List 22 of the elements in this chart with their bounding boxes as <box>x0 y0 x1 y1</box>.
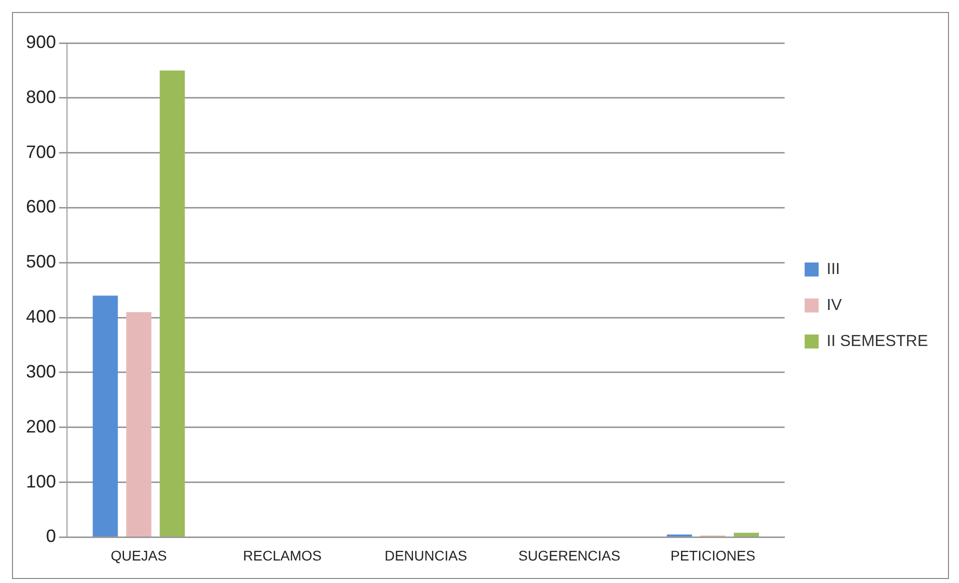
y-tick-label: 200 <box>26 416 56 436</box>
bar <box>734 532 759 536</box>
bar <box>92 296 118 536</box>
y-tick-label: 100 <box>26 471 56 492</box>
y-tick-label: 500 <box>26 252 56 272</box>
legend-label: II SEMESTRE <box>826 332 928 350</box>
y-tick-label: 900 <box>26 32 56 52</box>
y-tick-label: 700 <box>26 142 56 162</box>
y-tick-label: 400 <box>26 306 56 327</box>
y-tick-label: 600 <box>26 196 56 217</box>
bar <box>160 70 185 536</box>
x-tick-label: PETICIONES <box>670 547 756 564</box>
legend-label: III <box>826 260 840 278</box>
x-tick-label: QUEJAS <box>110 547 167 564</box>
legend-label: IV <box>826 296 842 314</box>
x-tick-label: DENUNCIAS <box>384 547 468 564</box>
bar <box>126 312 152 536</box>
y-tick-label: 800 <box>26 86 56 107</box>
x-tick-label: RECLAMOS <box>243 547 322 564</box>
y-tick-label: 300 <box>26 361 56 382</box>
y-tick-label: 0 <box>46 526 56 546</box>
x-tick-label: SUGERENCIAS <box>518 547 620 564</box>
